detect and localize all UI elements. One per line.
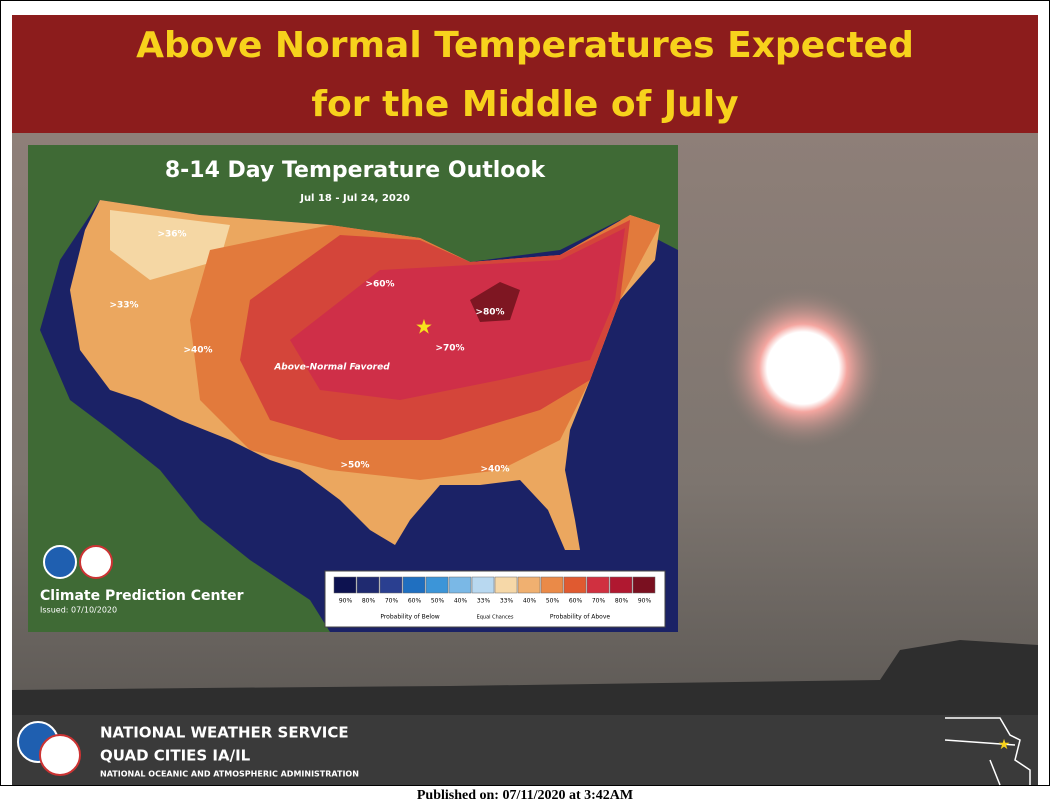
legend-swatch — [379, 576, 403, 594]
map-title: 8-14 Day Temperature Outlook — [165, 158, 547, 183]
title-bar — [12, 15, 1038, 133]
legend-below: Probability of Below — [380, 614, 439, 621]
issued: Issued: 07/10/2020 — [40, 606, 117, 615]
legend-label: 80% — [362, 598, 376, 605]
legend-swatch — [471, 576, 495, 594]
legend-label: 50% — [431, 598, 445, 605]
map-label: >50% — [340, 461, 369, 471]
location-star: ★ — [415, 315, 433, 339]
title-line: for the Middle of July — [311, 84, 738, 125]
nws-logo — [79, 545, 113, 579]
map-label: Above-Normal Favored — [273, 363, 390, 373]
footer — [12, 715, 1038, 785]
legend-swatch — [494, 576, 518, 594]
source: Climate Prediction Center — [40, 588, 244, 604]
land — [28, 145, 678, 632]
map-label: >60% — [365, 280, 394, 290]
zone — [470, 282, 520, 322]
parent: NATIONAL OCEANIC AND ATMOSPHERIC ADMINIS… — [100, 770, 359, 779]
title-line: Above Normal Temperatures Expected — [136, 25, 914, 66]
location-star: ★ — [998, 737, 1011, 753]
legend-label: 60% — [408, 598, 422, 605]
published: Published on: 07/11/2020 at 3:42AM — [417, 788, 633, 803]
horizon — [12, 640, 1038, 715]
legend-label: 90% — [339, 598, 353, 605]
agency: NATIONAL WEATHER SERVICE — [100, 724, 349, 742]
map-label: >40% — [183, 346, 212, 356]
legend-swatch — [586, 576, 610, 594]
legend-swatch — [517, 576, 541, 594]
map-label: >40% — [480, 465, 509, 475]
legend-label: 80% — [615, 598, 629, 605]
legend-label: 70% — [385, 598, 399, 605]
zone — [110, 210, 230, 280]
office: QUAD CITIES IA/IL — [100, 747, 251, 765]
legend-swatch — [632, 576, 656, 594]
region-map — [944, 717, 1031, 786]
legend-label: 40% — [454, 598, 468, 605]
legend-swatch — [425, 576, 449, 594]
map-label: >33% — [109, 301, 138, 311]
legend-label: 70% — [592, 598, 606, 605]
legend-label: 90% — [638, 598, 652, 605]
map-dates: Jul 18 - Jul 24, 2020 — [299, 193, 410, 204]
legend-label: 33% — [477, 598, 491, 605]
legend-equal: Equal Chances — [477, 615, 514, 621]
sun — [723, 288, 883, 448]
legend-above: Probability of Above — [550, 614, 610, 621]
legend-swatch — [563, 576, 587, 594]
map-labels: >36% >33% >40% >60% >80% >70% Above-Normal Fav… — [109, 230, 509, 475]
outlook-map: 8-14 Day Temperature Outlook Jul 18 - Ju… — [28, 145, 678, 632]
legend-label: 40% — [523, 598, 537, 605]
legend-swatch — [333, 576, 357, 594]
legend-swatch — [609, 576, 633, 594]
legend-label: 50% — [546, 598, 560, 605]
legend-swatch — [448, 576, 472, 594]
legend-label: 33% — [500, 598, 514, 605]
legend-swatch — [402, 576, 426, 594]
legend-cells: 90% 80% 70% 60% 50% 40% 33% 33% 40% 50% 60% 70% 80% 9… — [333, 576, 656, 605]
map-label: >70% — [435, 344, 464, 354]
nws-logo — [39, 734, 81, 776]
legend-swatch — [356, 576, 380, 594]
legend-swatch — [540, 576, 564, 594]
noaa-logo — [43, 545, 77, 579]
zone — [290, 228, 625, 400]
legend-label: 60% — [569, 598, 583, 605]
map-label: >36% — [157, 230, 186, 240]
map-label: >80% — [475, 308, 504, 318]
